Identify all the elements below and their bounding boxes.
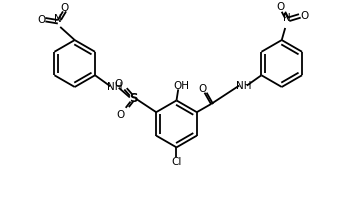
Text: O: O: [114, 79, 122, 89]
Text: O: O: [61, 3, 69, 13]
Text: NH: NH: [107, 82, 122, 92]
Text: O: O: [116, 110, 125, 120]
Text: N: N: [283, 13, 291, 23]
Text: OH: OH: [173, 81, 189, 91]
Text: S: S: [129, 92, 137, 105]
Text: NH: NH: [235, 81, 251, 91]
Text: O: O: [276, 2, 284, 12]
Text: Cl: Cl: [171, 157, 182, 166]
Text: N: N: [54, 14, 62, 24]
Text: O: O: [38, 15, 46, 25]
Text: O: O: [198, 84, 207, 94]
Text: O: O: [301, 11, 309, 21]
